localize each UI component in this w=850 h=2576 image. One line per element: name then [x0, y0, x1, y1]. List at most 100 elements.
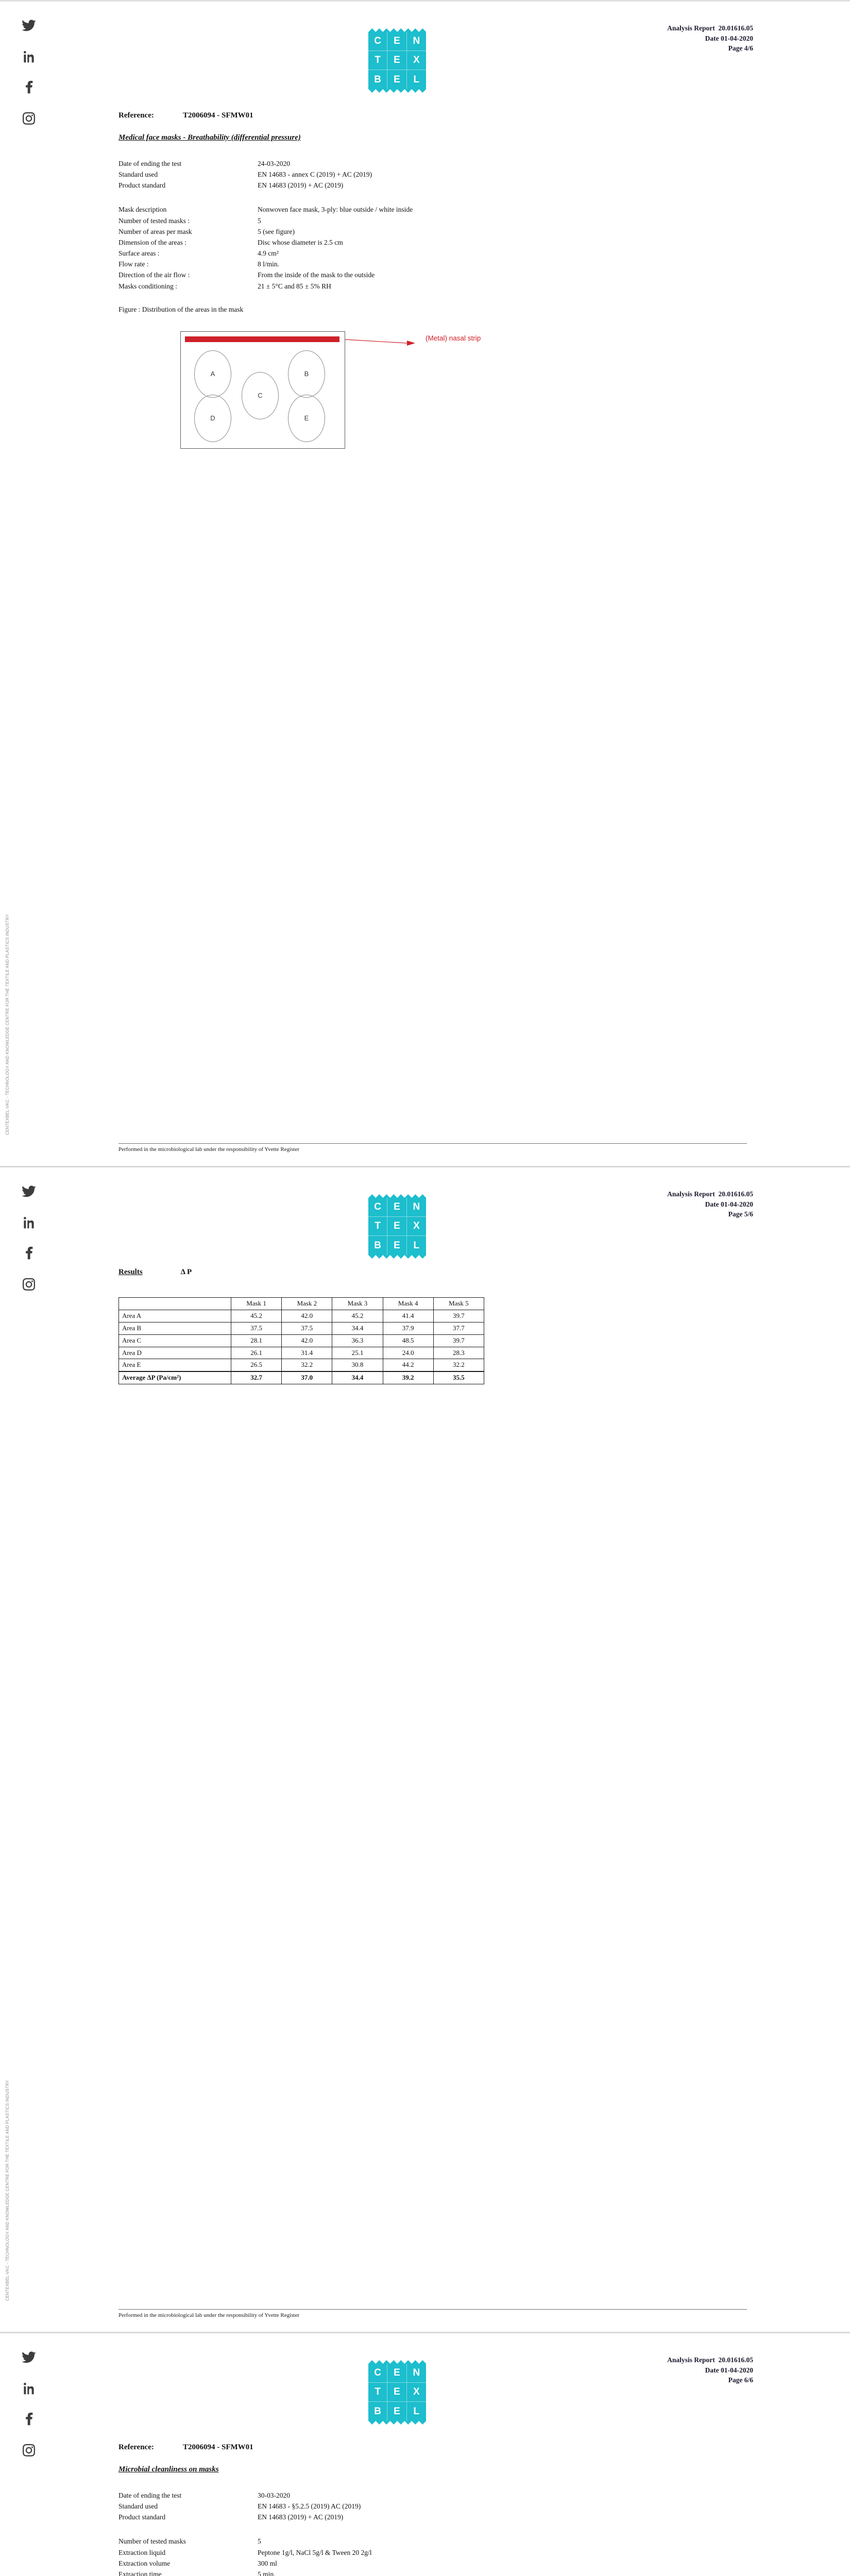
cell-value: 44.2	[382, 1359, 434, 1372]
cell-value: 24.0	[382, 1346, 434, 1360]
reference-value: T2006094 - SFMW01	[183, 111, 253, 120]
page-footer-5: Performed in the microbiological lab und…	[118, 2309, 747, 2318]
linkedin-icon[interactable]	[20, 1214, 38, 1231]
meta-row: Date of ending the test 30-03-2020	[118, 2490, 618, 2501]
nasal-strip-bar	[185, 336, 339, 342]
meta-value: From the inside of the mask to the outsi…	[258, 271, 375, 279]
meta-key: Extraction time	[118, 2570, 162, 2576]
logo-letter: X	[406, 51, 426, 70]
mask-area-circle-a: A	[194, 350, 231, 398]
instagram-icon[interactable]	[20, 110, 38, 127]
logo-letter: B	[368, 2402, 388, 2421]
meta-row: Number of areas per mask 5 (see figure)	[118, 227, 618, 238]
cell-value: 39.7	[433, 1334, 485, 1347]
row-label: Area B	[118, 1321, 231, 1335]
facebook-icon[interactable]	[20, 1245, 38, 1262]
logo-letter: E	[387, 32, 407, 51]
meta-value: EN 14683 (2019) + AC (2019)	[258, 2513, 344, 2521]
results-label: Results	[118, 1268, 143, 1276]
cell-value: 45.2	[230, 1309, 282, 1323]
logo-letter: E	[387, 1198, 407, 1217]
cell-value: 41.4	[382, 1309, 434, 1323]
date-label: Date	[705, 34, 719, 42]
cell-value: 37.5	[230, 1321, 282, 1335]
twitter-icon[interactable]	[20, 17, 38, 35]
meta-row: Product standard EN 14683 (2019) + AC (2…	[118, 2512, 618, 2523]
table-header-row: Mask 1 Mask 2 Mask 3 Mask 4 Mask 5	[118, 1297, 485, 1310]
instagram-icon[interactable]	[20, 1276, 38, 1293]
logo-letter: B	[368, 70, 388, 89]
instagram-icon[interactable]	[20, 2442, 38, 2459]
page-label: Page	[728, 44, 743, 53]
meta-value: 5	[258, 216, 261, 225]
meta-value: Nonwoven face mask, 3-ply: blue outside …	[258, 206, 413, 214]
report-number: 20.01616.05	[718, 1190, 754, 1198]
facebook-icon[interactable]	[20, 79, 38, 96]
cell-value: 37.7	[433, 1321, 485, 1335]
mask-figure: A B C D E (Metal) nasal strip	[180, 327, 747, 482]
meta-key: Number of tested masks :	[118, 216, 190, 225]
meta-key: Masks conditioning :	[118, 282, 177, 290]
twitter-icon[interactable]	[20, 2349, 38, 2366]
col-header-mask2: Mask 2	[281, 1297, 333, 1310]
logo-letter: T	[368, 2383, 388, 2402]
meta-value: EN 14683 - annex C (2019) + AC (2019)	[258, 171, 372, 179]
mask-area-circle-e: E	[288, 394, 325, 442]
meta-row: Surface areas : 4.9 cm²	[118, 248, 618, 259]
meta-row: Number of tested masks 5	[118, 2536, 618, 2547]
meta-key: Mask description	[118, 206, 167, 214]
logo-zigzag-top	[368, 1193, 426, 1198]
centexbel-logo: C E N T E X B E L	[368, 27, 426, 94]
facebook-icon[interactable]	[20, 2411, 38, 2428]
page-sheet-5: C E N T E X B E L Analysis Report 20.016…	[88, 1167, 762, 2332]
document-header: C E N T E X B E L Analysis Report 20.016…	[88, 2344, 762, 2434]
meta-key: Product standard	[118, 181, 166, 190]
centexbel-logo: C E N T E X B E L	[368, 2359, 426, 2426]
cell-value: 36.3	[332, 1334, 383, 1347]
logo-zigzag-bottom	[368, 2421, 426, 2426]
logo-letter: L	[406, 70, 426, 89]
report-meta: Analysis Report 20.01616.05 Date 01-04-2…	[667, 1189, 753, 1219]
logo-letter: B	[368, 1236, 388, 1255]
breathability-table: Mask 1 Mask 2 Mask 3 Mask 4 Mask 5 Area …	[118, 1297, 485, 1385]
meta-value: 8 l/min.	[258, 260, 280, 268]
report-label: Analysis Report	[667, 24, 715, 32]
col-header-mask1: Mask 1	[230, 1297, 282, 1310]
meta-row: Dimension of the areas : Disc whose diam…	[118, 238, 618, 248]
page-6: CENTEXBEL-VKC - TECHNOLOGY AND KNOWLEDGE…	[0, 2332, 850, 2576]
side-caption-text: CENTEXBEL-VKC - TECHNOLOGY AND KNOWLEDGE…	[5, 914, 10, 1135]
table-row-average: Average ΔP (Pa/cm²) 32.7 37.0 34.4 39.2 …	[118, 1371, 485, 1385]
meta-row: Extraction time 5 min.	[118, 2569, 618, 2576]
meta-row: Flow rate : 8 l/min.	[118, 259, 618, 270]
col-header-blank	[118, 1297, 231, 1310]
leader-arrow-icon	[345, 339, 415, 346]
cell-value: 32.2	[281, 1359, 333, 1372]
cell-average: 37.0	[281, 1371, 333, 1385]
cell-value: 28.3	[433, 1346, 485, 1360]
linkedin-icon[interactable]	[20, 48, 38, 65]
mask-area-circle-c: C	[242, 371, 279, 419]
twitter-icon[interactable]	[20, 1183, 38, 1200]
cell-value: 45.2	[332, 1309, 383, 1323]
test-meta-block-1: Date of ending the test 24-03-2020 Stand…	[118, 159, 618, 191]
mask-outline: A B C D E	[180, 331, 345, 449]
test-meta-block-2: Number of tested masks 5 Extraction liqu…	[118, 2536, 618, 2576]
cell-value: 31.4	[281, 1346, 333, 1360]
reference-label: Reference:	[118, 111, 154, 120]
date-label: Date	[705, 1200, 719, 1208]
meta-key: Standard used	[118, 2502, 158, 2511]
report-number: 20.01616.05	[718, 2356, 754, 2364]
logo-letter: X	[406, 1217, 426, 1236]
meta-key: Extraction liquid	[118, 2548, 166, 2556]
report-number: 20.01616.05	[718, 24, 754, 32]
meta-key: Product standard	[118, 2513, 166, 2521]
logo-letter: E	[387, 70, 407, 89]
meta-key: Standard used	[118, 171, 158, 179]
social-rail	[13, 17, 44, 127]
report-label: Analysis Report	[667, 2356, 715, 2364]
mask-area-circle-b: B	[288, 350, 325, 398]
cell-value: 25.1	[332, 1346, 383, 1360]
linkedin-icon[interactable]	[20, 2380, 38, 2397]
meta-row: Extraction liquid Peptone 1g/l, NaCl 5g/…	[118, 2548, 618, 2558]
table-row: Area D 26.1 31.4 25.1 24.0 28.3	[118, 1346, 485, 1360]
